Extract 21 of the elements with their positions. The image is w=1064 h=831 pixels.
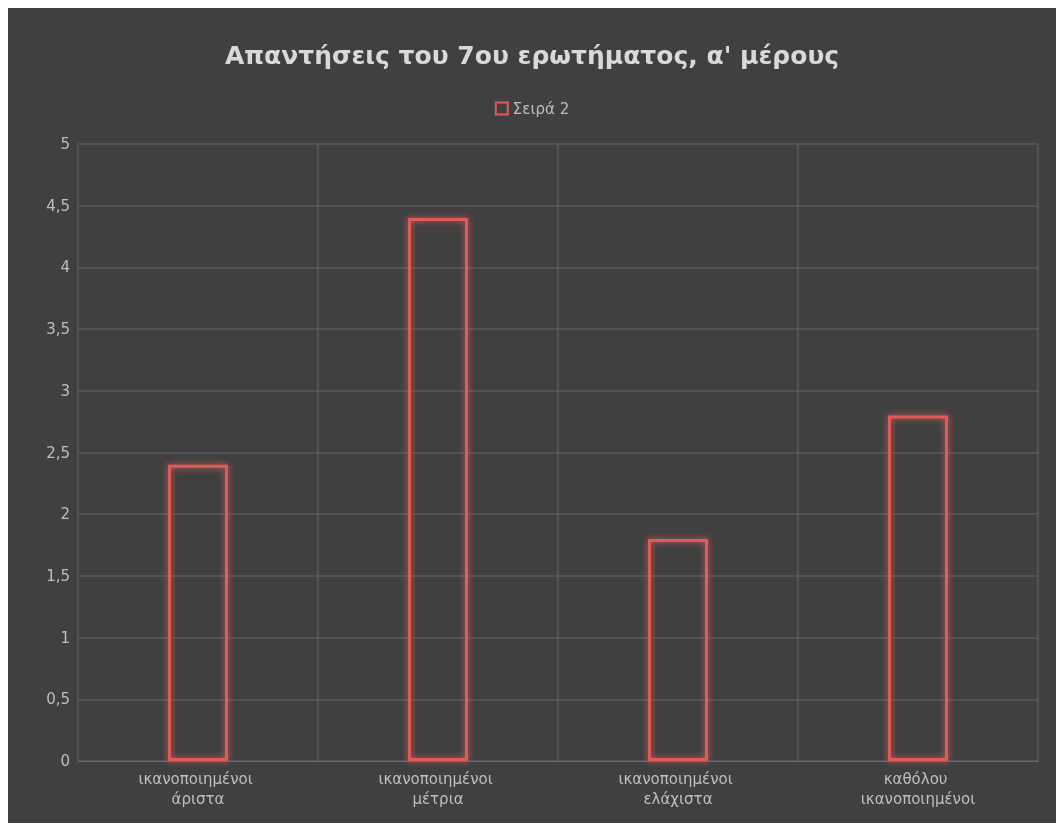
bar [408,218,468,761]
y-tick-label: 4 [60,258,70,277]
y-tick-label: 3,5 [46,320,70,339]
y-tick-label: 3 [60,381,70,400]
chart-title: Απαντήσεις του 7ου ερωτήματος, α' μέρους [224,41,840,70]
bar [888,415,948,761]
x-tick-label: καθόλου ικανοποιημένοι [860,770,976,808]
y-tick-label: 0,5 [46,690,70,709]
y-tick-label: 5 [60,135,70,153]
y-tick-label: 4,5 [46,196,70,215]
x-tick-label: ικανοποιημένοι ελάχιστα [618,770,738,808]
x-tick-label: ικανοποιημένοι μέτρια [378,770,498,808]
bar [168,464,228,761]
y-tick-label: 1 [60,628,70,647]
y-tick-label: 0 [60,752,70,770]
x-tick-label: ικανοποιημένοι άριστα [138,770,258,808]
y-tick-label: 2 [60,505,70,524]
y-tick-label: 1,5 [46,566,70,585]
bar [648,538,708,761]
legend-label: Σειρά 2 [512,99,570,118]
y-tick-label: 2,5 [46,443,70,462]
